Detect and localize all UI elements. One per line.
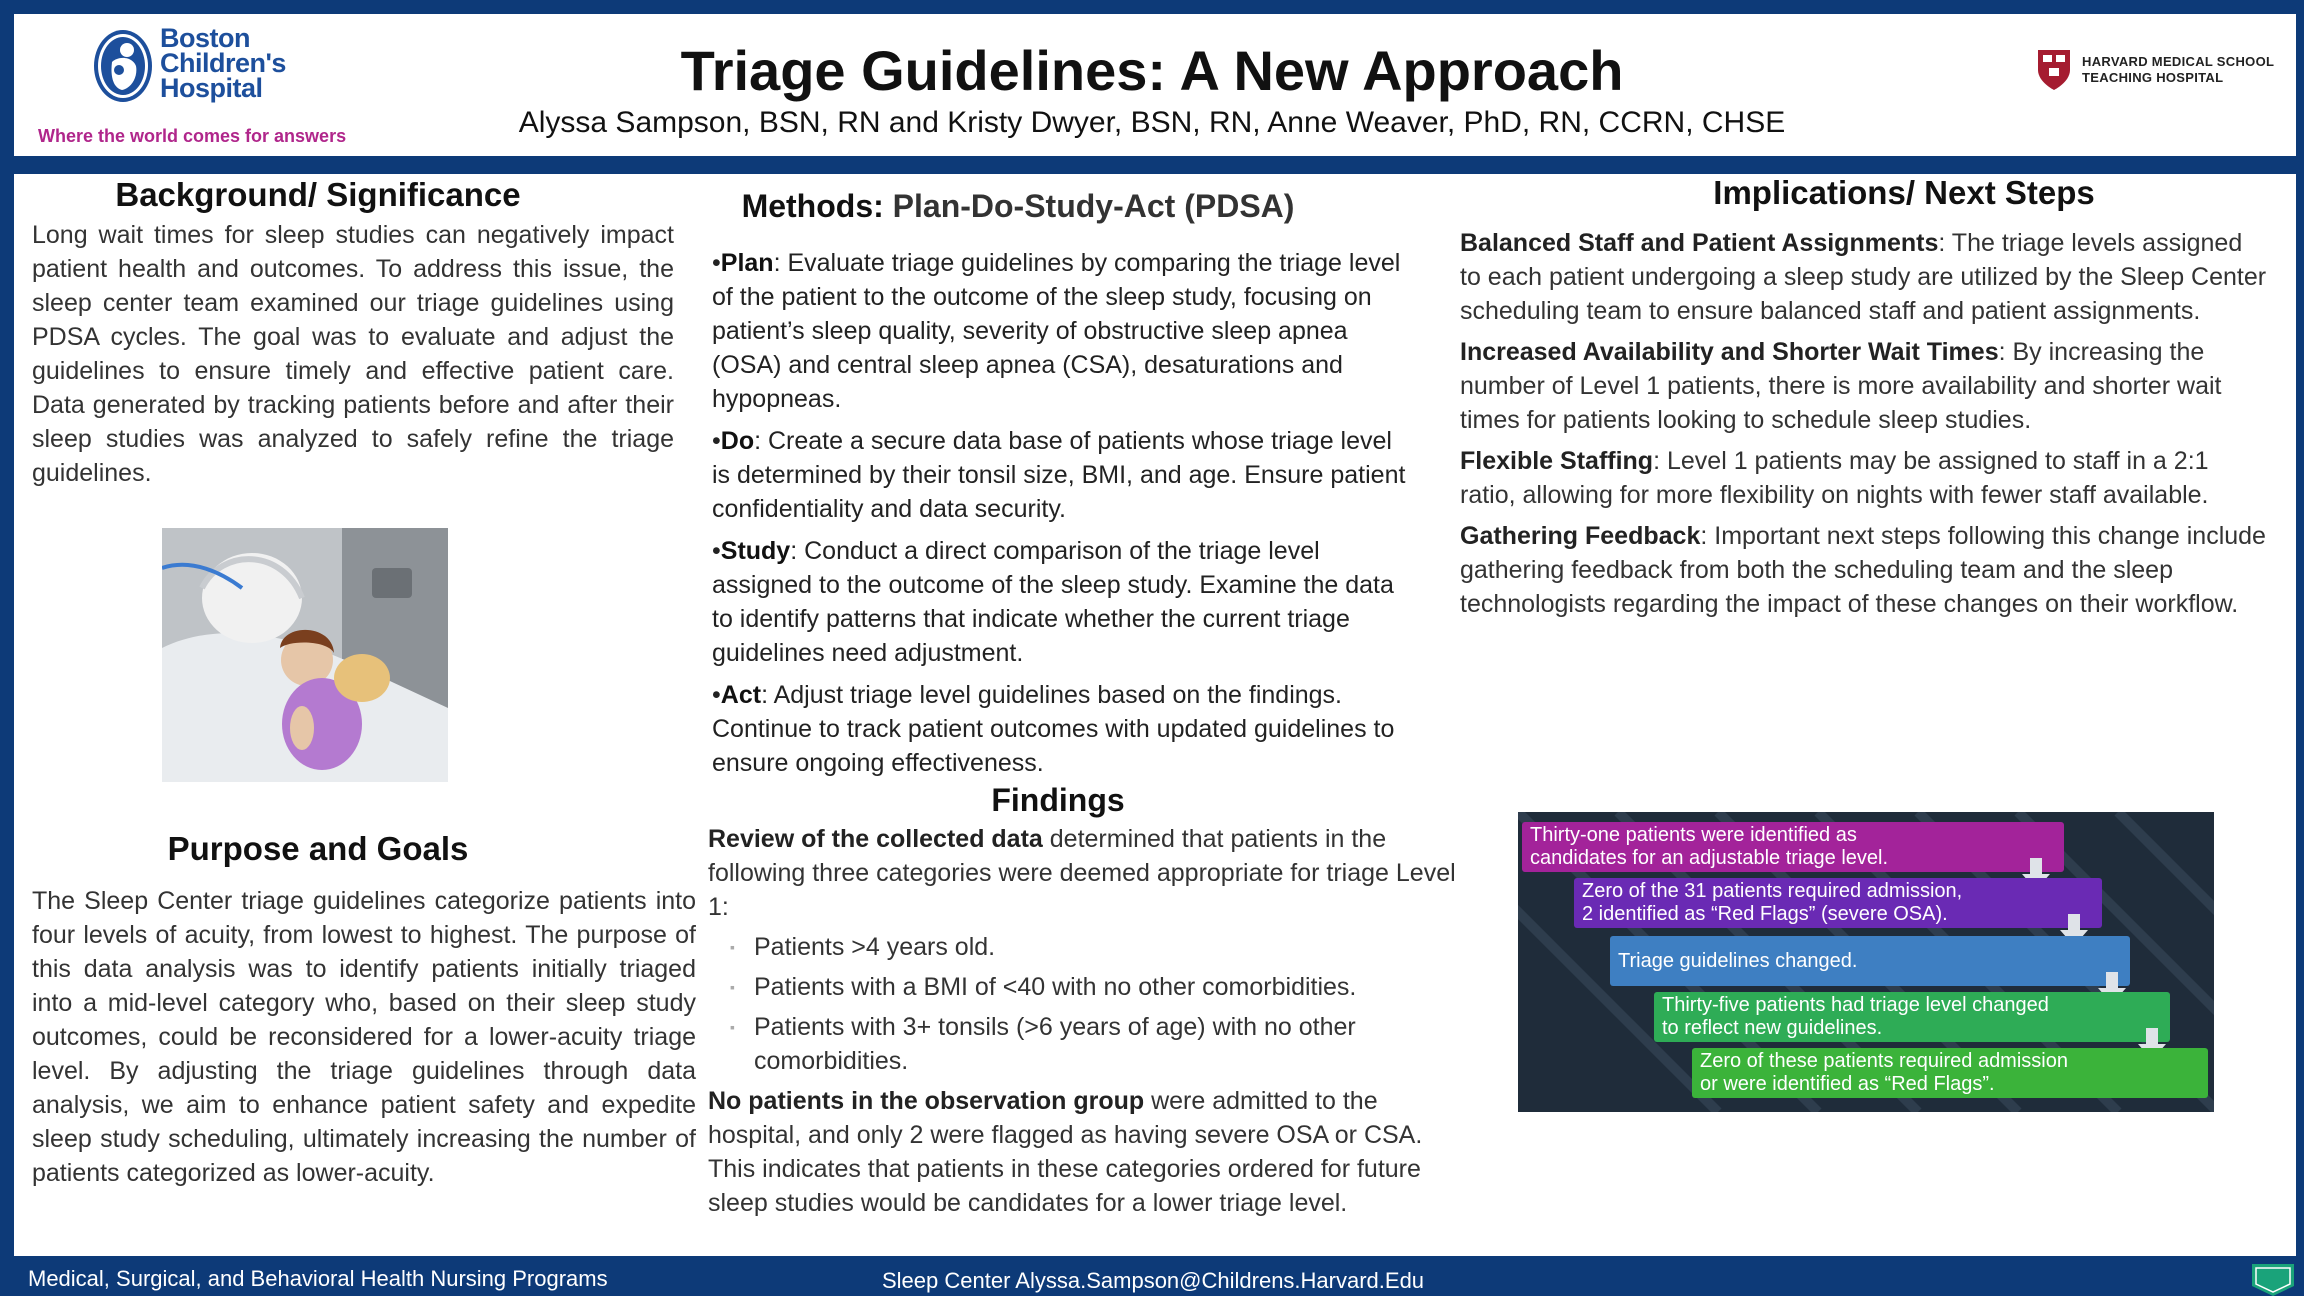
- method-act-term: Act: [720, 681, 762, 709]
- implications-list: Balanced Staff and Patient Assignments: …: [1460, 226, 2268, 628]
- implication-staffing-term: Flexible Staffing: [1460, 447, 1654, 475]
- tagline: Where the world comes for answers: [38, 126, 347, 146]
- implication-feedback-term: Gathering Feedback: [1460, 522, 1701, 550]
- implication-balanced-term: Balanced Staff and Patient Assignments: [1460, 229, 1939, 257]
- method-study-text: : Conduct a direct comparison of the tri…: [712, 537, 1394, 667]
- magnet-badge-icon: [2252, 1264, 2294, 1296]
- findings-outcome-text: were admitted to the hospital, and only …: [708, 1087, 1423, 1217]
- flow-step-2-line-2: 2 identified as “Red Flags” (severe OSA)…: [1582, 903, 1948, 925]
- method-plan-term: Plan: [720, 249, 774, 277]
- purpose-heading: Purpose and Goals: [167, 830, 469, 867]
- implication-balanced-text: : The triage levels assigned to each pat…: [1460, 229, 2267, 325]
- patient-photo-illustration: [162, 528, 448, 782]
- logo-line-2: Children's: [160, 48, 286, 78]
- flow-step-4: Thirty-five patients had triage level ch…: [1654, 992, 2170, 1042]
- right-frame: [2296, 0, 2304, 1296]
- top-frame: [0, 0, 2304, 14]
- methods-heading-rest: Plan-Do-Study-Act (PDSA): [892, 188, 1295, 224]
- flow-step-3-line-1: Triage guidelines changed.: [1618, 950, 1858, 972]
- flow-step-5: Zero of these patients required admissio…: [1692, 1048, 2208, 1098]
- methods-heading: Methods: Plan-Do-Study-Act (PDSA): [708, 188, 1328, 225]
- method-do: •Do: Create a secure data base of patien…: [712, 427, 1406, 523]
- flow-step-4-line-2: to reflect new guidelines.: [1662, 1017, 1883, 1039]
- patient-photo: [162, 528, 448, 782]
- findings-heading: Findings: [991, 782, 1125, 818]
- footer-contact: Sleep Center Alyssa.Sampson@Childrens.Ha…: [882, 1268, 1425, 1293]
- logo-line-1: Boston: [160, 23, 250, 53]
- findings-bullets: Patients >4 years old. Patients with a B…: [708, 930, 1456, 1078]
- flow-step-2-line-1: Zero of the 31 patients required admissi…: [1582, 880, 1963, 902]
- purpose-text: The Sleep Center triage guidelines categ…: [32, 887, 696, 1187]
- implication-feedback: Gathering Feedback: Important next steps…: [1460, 519, 2268, 621]
- implication-staffing-text: : Level 1 patients may be assigned to st…: [1460, 447, 2209, 509]
- implication-availability-term: Increased Availability and Shorter Wait …: [1460, 338, 1999, 366]
- footer-bar: [0, 1256, 2304, 1296]
- bch-logo: Boston Children's Hospital: [88, 24, 388, 104]
- implication-balanced: Balanced Staff and Patient Assignments: …: [1460, 226, 2268, 328]
- implications-heading: Implications/ Next Steps: [1713, 174, 2095, 211]
- findings-bullet: Patients with 3+ tonsils (>6 years of ag…: [708, 1010, 1456, 1078]
- findings-body: Review of the collected data determined …: [708, 822, 1456, 1220]
- method-act: •Act: Adjust triage level guidelines bas…: [712, 681, 1395, 777]
- logo-text: Boston Children's Hospital: [160, 23, 286, 103]
- method-study-term: Study: [720, 537, 791, 565]
- mother-child-icon: [94, 30, 152, 102]
- flow-step-1-line-2: candidates for an adjustable triage leve…: [1530, 847, 1889, 869]
- left-frame: [0, 0, 14, 1296]
- findings-bullet: Patients with a BMI of <40 with no other…: [708, 970, 1456, 1004]
- flow-step-1: Thirty-one patients were identified as c…: [1522, 822, 2064, 872]
- background-heading: Background/ Significance: [115, 176, 521, 213]
- implication-availability: Increased Availability and Shorter Wait …: [1460, 335, 2268, 437]
- authors: Alyssa Sampson, BSN, RN and Kristy Dwyer…: [518, 106, 1786, 139]
- method-plan: •Plan: Evaluate triage guidelines by com…: [712, 249, 1401, 413]
- method-do-term: Do: [720, 427, 755, 455]
- findings-bullet: Patients >4 years old.: [708, 930, 1456, 964]
- findings-intro-text: determined that patients in the followin…: [708, 825, 1456, 921]
- method-study: •Study: Conduct a direct comparison of t…: [712, 537, 1394, 667]
- poster-title: Triage Guidelines: A New Approach: [680, 39, 1624, 102]
- methods-list: •Plan: Evaluate triage guidelines by com…: [712, 246, 1412, 788]
- flow-step-4-line-1: Thirty-five patients had triage level ch…: [1662, 994, 2049, 1016]
- harvard-shield-icon: [2038, 50, 2070, 90]
- implication-staffing: Flexible Staffing: Level 1 patients may …: [1460, 444, 2268, 512]
- method-do-text: : Create a secure data base of patients …: [712, 427, 1406, 523]
- findings-intro-bold: Review of the collected data: [708, 825, 1043, 853]
- implication-feedback-text: : Important next steps following this ch…: [1460, 522, 2266, 618]
- background-text: Long wait times for sleep studies can ne…: [32, 221, 674, 487]
- methods-heading-bold: Methods:: [741, 188, 884, 224]
- flow-step-5-line-1: Zero of these patients required admissio…: [1700, 1050, 2068, 1072]
- implication-availability-text: : By increasing the number of Level 1 pa…: [1460, 338, 2222, 434]
- process-flow-diagram: Thirty-one patients were identified as c…: [1518, 812, 2214, 1112]
- method-act-text: : Adjust triage level guidelines based o…: [712, 681, 1395, 777]
- header-divider: [0, 156, 2304, 174]
- flow-step-5-line-2: or were identified as “Red Flags”.: [1700, 1073, 1995, 1095]
- hms-logo: HARVARD MEDICAL SCHOOL TEACHING HOSPITAL: [2036, 48, 2296, 98]
- method-plan-text: : Evaluate triage guidelines by comparin…: [712, 249, 1401, 413]
- findings-intro: Review of the collected data determined …: [708, 822, 1456, 924]
- logo-line-3: Hospital: [160, 73, 263, 103]
- hms-line-2: TEACHING HOSPITAL: [2082, 70, 2224, 85]
- findings-outcome: No patients in the observation group wer…: [708, 1084, 1456, 1220]
- flow-step-1-line-1: Thirty-one patients were identified as: [1530, 824, 1857, 846]
- flow-step-2: Zero of the 31 patients required admissi…: [1574, 878, 2102, 928]
- hms-line-1: HARVARD MEDICAL SCHOOL: [2082, 54, 2275, 69]
- hms-text: HARVARD MEDICAL SCHOOL TEACHING HOSPITAL: [2082, 54, 2274, 86]
- footer-programs: Medical, Surgical, and Behavioral Health…: [28, 1266, 608, 1291]
- flow-step-3: Triage guidelines changed.: [1610, 936, 2130, 986]
- findings-outcome-bold: No patients in the observation group: [708, 1087, 1145, 1115]
